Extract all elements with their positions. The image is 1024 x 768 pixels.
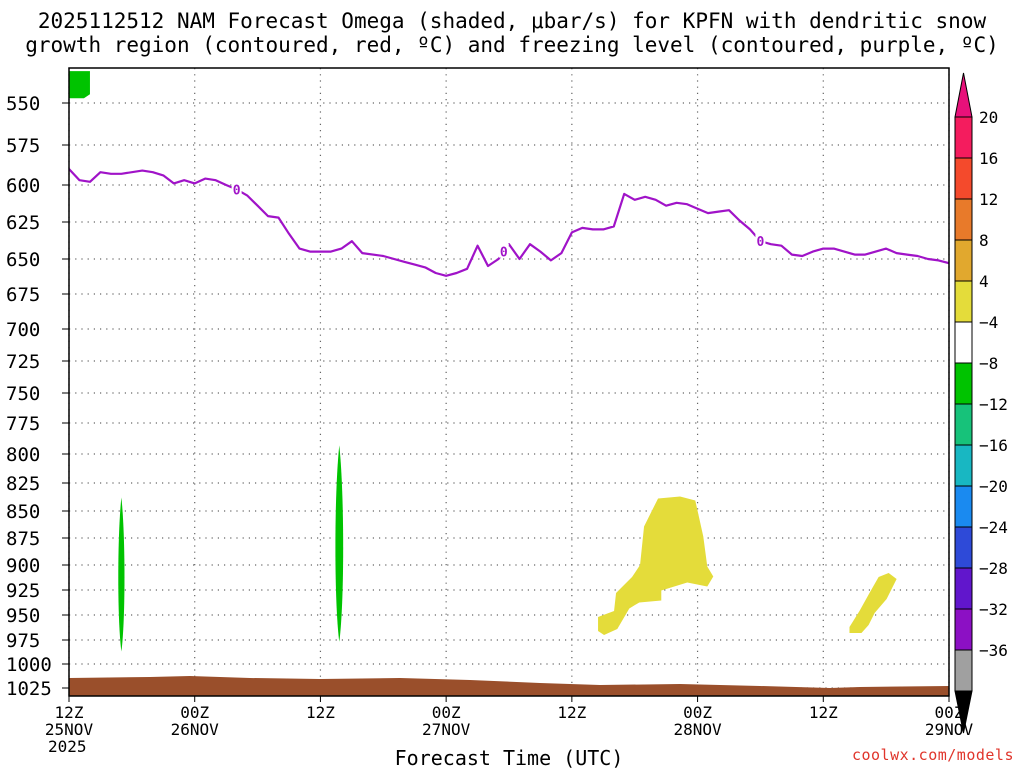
y-tick-label-575: 575: [6, 135, 40, 157]
y-tick-label-900: 900: [6, 555, 40, 577]
plot-frame: [68, 67, 950, 697]
colorbar-label-4: 4: [979, 272, 989, 291]
x-tick-label-0: 12Z: [55, 703, 84, 722]
x-tick-label-72: 12Z: [809, 703, 838, 722]
colorbar-label-0: 20: [979, 108, 998, 127]
y-tick-label-1025: 1025: [6, 678, 52, 700]
y-tick-label-700: 700: [6, 319, 40, 341]
chart-title-line-1: 2025112512 NAM Forecast Omega (shaded, μ…: [37, 9, 987, 33]
y-tick-label-950: 950: [6, 605, 40, 627]
colorbar-label-6: −8: [979, 354, 998, 373]
colorbar-top-arrow: [954, 72, 973, 118]
y-tick-label-825: 825: [6, 473, 40, 495]
colorbar-label-12: −32: [979, 600, 1008, 619]
x-tick-label-60: 28NOV: [673, 720, 722, 739]
colorbar-label-1: 16: [979, 149, 998, 168]
y-tick-label-675: 675: [6, 284, 40, 306]
colorbar-label-3: 8: [979, 231, 989, 250]
y-axis: 550 575 600 625 650 675 700 725 750 775 800 825 850 8…: [6, 93, 69, 700]
freezing-level-line: [69, 168, 949, 277]
colorbar-swatch-11: [954, 567, 973, 610]
freezing-level-label-bg: [231, 181, 242, 196]
x-tick-label-84: 29NOV: [925, 720, 974, 739]
colorbar-swatch-2: [954, 198, 973, 241]
colorbar-swatch-1: [954, 157, 973, 200]
x-tick-label-24: 12Z: [306, 703, 335, 722]
colorbar-swatch-9: [954, 485, 973, 528]
freezing-level-label-bg: [755, 233, 766, 248]
x-tick-label-12: 00Z: [180, 703, 209, 722]
grid-lines: [68, 68, 950, 696]
y-tick-label-850: 850: [6, 501, 40, 523]
terrain: [69, 676, 949, 696]
colorbar-label-8: −16: [979, 436, 1008, 455]
x-tick-label-84: 00Z: [935, 703, 964, 722]
colorbar-label-7: −12: [979, 395, 1008, 414]
x-axis-label: Forecast Time (UTC): [395, 746, 624, 768]
colorbar-swatch-12: [954, 608, 973, 651]
colorbar-swatch-0: [954, 116, 973, 159]
x-tick-label-36: 00Z: [432, 703, 461, 722]
freezing-level-contour: 0 0 0: [69, 168, 949, 277]
freezing-level-label: 0: [500, 246, 508, 261]
y-tick-label-550: 550: [6, 93, 40, 115]
terrain-band: [69, 676, 949, 696]
colorbar-swatch-3: [954, 239, 973, 282]
colorbar-swatch-4: [954, 280, 973, 323]
y-tick-label-875: 875: [6, 528, 40, 550]
colorbar-label-2: 12: [979, 190, 998, 209]
y-tick-label-800: 800: [6, 444, 40, 466]
omega-region-1: [118, 497, 125, 652]
y-tick-label-775: 775: [6, 413, 40, 435]
x-tick-label-48: 12Z: [557, 703, 586, 722]
x-tick-label-12: 26NOV: [171, 720, 220, 739]
y-tick-label-725: 725: [6, 351, 40, 373]
omega-region-2: [335, 445, 344, 642]
colorbar-swatch-8: [954, 444, 973, 487]
site-credit: coolwx.com/models: [851, 746, 1014, 764]
colorbar-swatch-13: [954, 649, 973, 692]
chart-title-line-2: growth region (contoured, red, ºC) and f…: [25, 33, 999, 57]
omega-region-0: [69, 71, 90, 99]
omega-region-4: [849, 573, 897, 633]
x-tick-label-60: 00Z: [683, 703, 712, 722]
colorbar-swatch-6: [954, 362, 973, 405]
x-tick-label-36: 27NOV: [422, 720, 471, 739]
y-tick-label-625: 625: [6, 212, 40, 234]
y-tick-label-1000: 1000: [6, 654, 52, 676]
y-tick-label-600: 600: [6, 175, 40, 197]
colorbar-label-13: −36: [979, 641, 1008, 660]
y-tick-label-975: 975: [6, 630, 40, 652]
colorbar: 20 16 12 8 4 −4 −8 −12 −16 −20 −24 −28 −32 −36: [954, 72, 1008, 734]
colorbar-label-9: −20: [979, 477, 1008, 496]
omega-region-3: [598, 496, 714, 635]
y-tick-label-925: 925: [6, 580, 40, 602]
colorbar-swatch-5: [954, 321, 973, 364]
colorbar-label-5: −4: [979, 313, 998, 332]
x-tick-label-0: 25NOV: [45, 720, 94, 739]
freezing-level-label: 0: [757, 235, 765, 250]
omega-shading: [69, 71, 897, 652]
colorbar-swatch-7: [954, 403, 973, 446]
colorbar-label-10: −24: [979, 518, 1008, 537]
colorbar-label-11: −28: [979, 559, 1008, 578]
freezing-level-label-bg: [498, 243, 509, 258]
colorbar-swatch-10: [954, 526, 973, 569]
y-tick-label-750: 750: [6, 383, 40, 405]
freezing-level-label: 0: [233, 183, 241, 198]
x-tick-label-0: 2025: [48, 737, 87, 756]
colorbar-bottom-arrow: [954, 690, 973, 734]
y-tick-label-650: 650: [6, 249, 40, 271]
